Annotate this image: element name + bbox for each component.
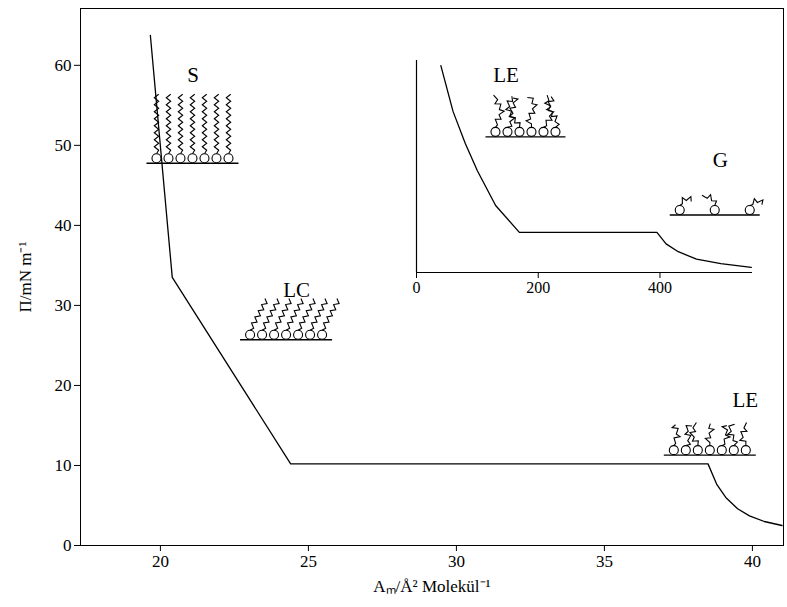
svg-text:200: 200 <box>526 279 550 296</box>
svg-text:40: 40 <box>744 552 761 571</box>
svg-text:30: 30 <box>55 296 72 315</box>
svg-text:0: 0 <box>413 279 421 296</box>
svg-text:Aₘ/Å² Molekül⁻¹: Aₘ/Å² Molekül⁻¹ <box>373 577 490 596</box>
svg-text:Π/mN m⁻¹: Π/mN m⁻¹ <box>16 241 35 312</box>
svg-text:0: 0 <box>63 536 72 555</box>
svg-text:S: S <box>187 63 199 87</box>
svg-text:LE: LE <box>732 388 758 412</box>
svg-text:LC: LC <box>283 278 310 302</box>
svg-text:LE: LE <box>493 63 519 87</box>
svg-text:20: 20 <box>152 552 169 571</box>
svg-text:30: 30 <box>448 552 465 571</box>
svg-text:G: G <box>713 148 728 172</box>
svg-text:400: 400 <box>648 279 672 296</box>
svg-text:40: 40 <box>55 216 72 235</box>
svg-text:10: 10 <box>55 456 72 475</box>
svg-text:20: 20 <box>55 376 72 395</box>
svg-text:35: 35 <box>596 552 613 571</box>
svg-text:60: 60 <box>55 56 72 75</box>
svg-text:25: 25 <box>300 552 317 571</box>
svg-text:50: 50 <box>55 136 72 155</box>
